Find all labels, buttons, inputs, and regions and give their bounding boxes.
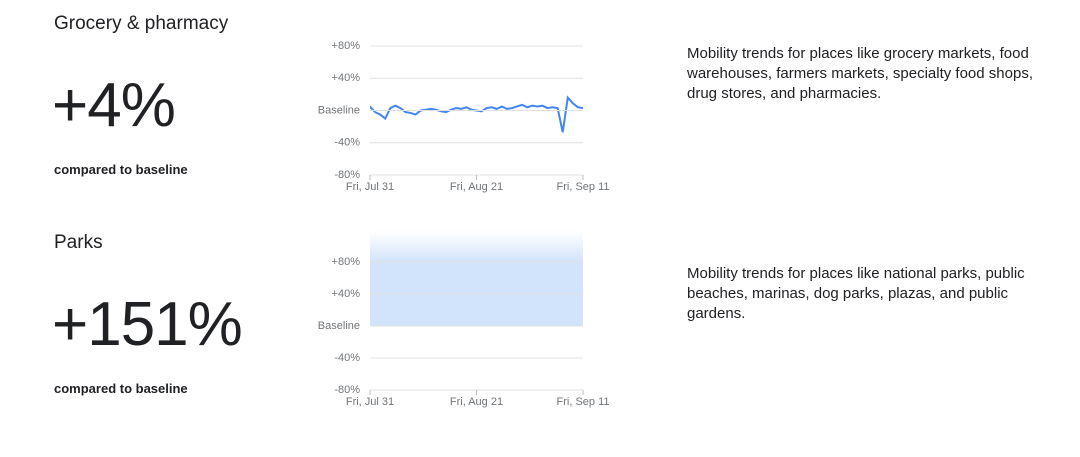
big-value: +151% [52, 290, 243, 359]
x-tick-label: Fri, Sep 11 [557, 396, 610, 408]
x-tick-label: Fri, Jul 31 [346, 181, 394, 193]
y-tick-label: Baseline [318, 320, 360, 332]
plot [370, 95, 583, 133]
y-tick-label: -40% [334, 352, 360, 364]
y-tick-label: +80% [332, 40, 361, 52]
x-tick-label: Fri, Aug 21 [450, 181, 503, 193]
y-tick-label: +40% [332, 72, 361, 84]
description: Mobility trends for places like national… [687, 265, 1025, 322]
big-value: +4% [52, 71, 176, 140]
section-title: Parks [54, 232, 103, 253]
x-tick-label: Fri, Jul 31 [346, 396, 394, 408]
section-title: Grocery & pharmacy [54, 13, 229, 34]
caption: compared to baseline [54, 381, 188, 396]
description: Mobility trends for places like grocery … [687, 45, 1033, 102]
x-tick-label: Fri, Aug 21 [450, 396, 503, 408]
y-tick-label: -80% [334, 384, 360, 396]
x-tick-label: Fri, Sep 11 [557, 181, 610, 193]
y-tick-label: -40% [334, 137, 360, 149]
plot [370, 231, 583, 326]
y-tick-label: -80% [334, 169, 360, 181]
line [370, 95, 583, 133]
fade [370, 231, 583, 262]
y-tick-label: +80% [332, 256, 361, 268]
caption: compared to baseline [54, 162, 188, 177]
y-tick-label: +40% [332, 288, 361, 300]
y-tick-label: Baseline [318, 104, 360, 116]
area [370, 231, 583, 326]
